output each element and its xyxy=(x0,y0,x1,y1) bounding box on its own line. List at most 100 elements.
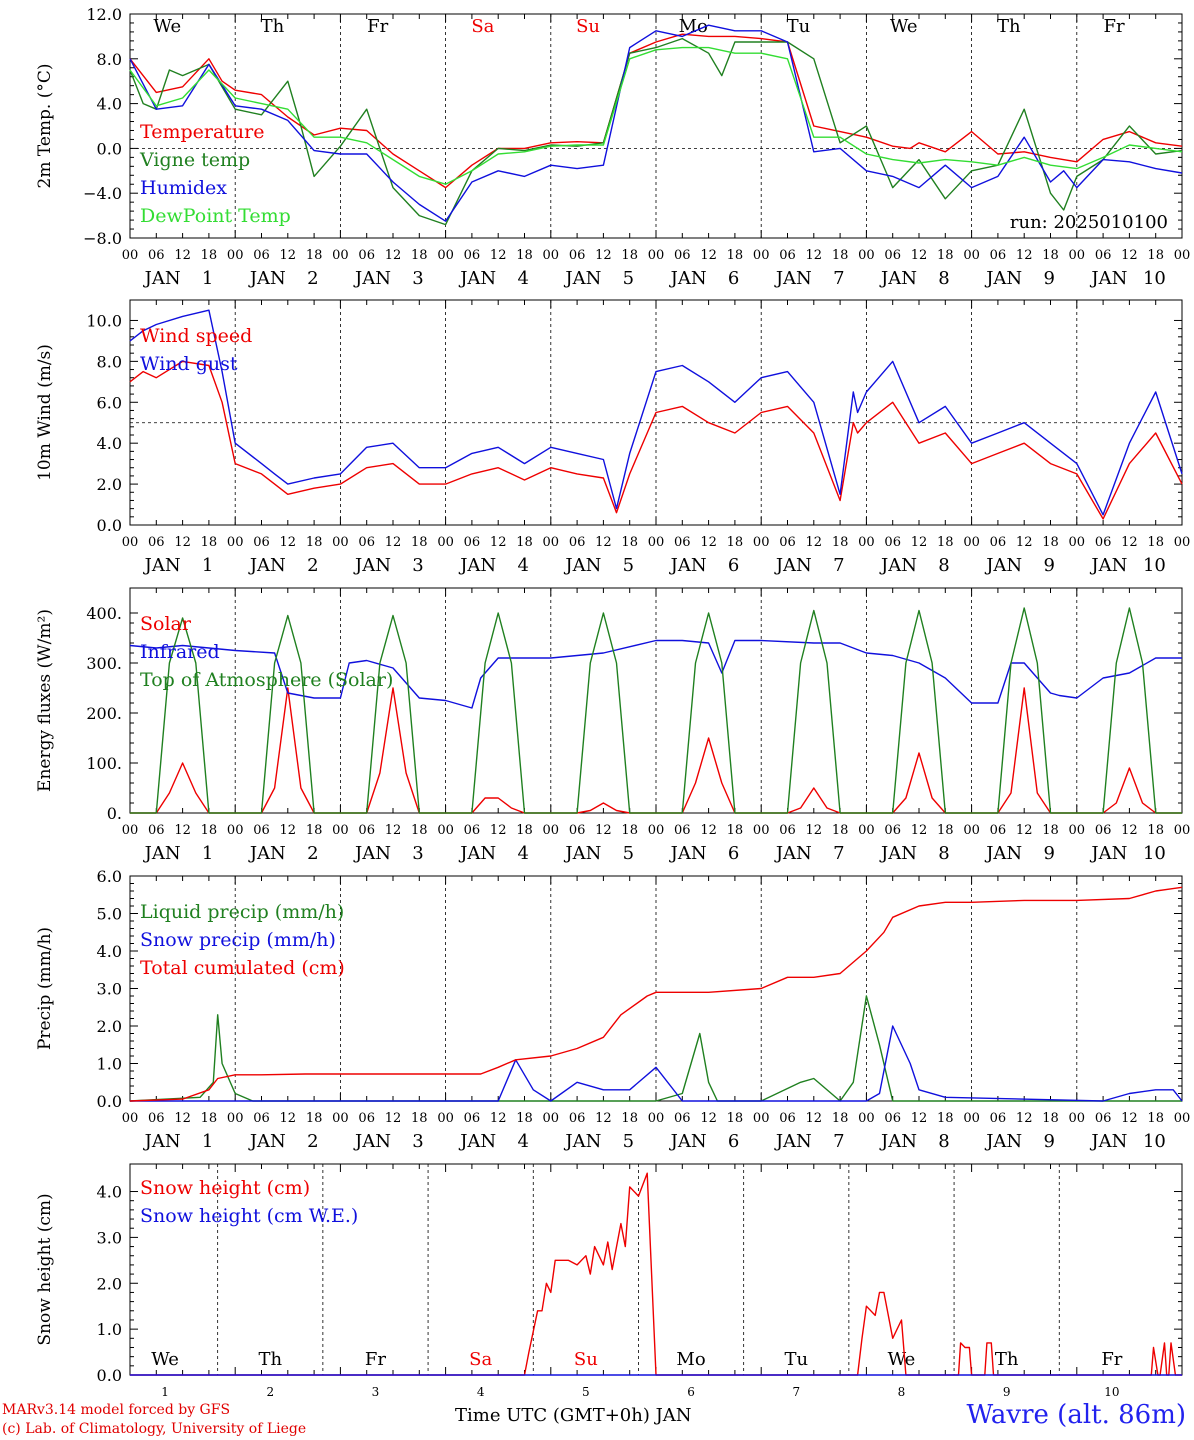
x-hour-label: 12 xyxy=(174,535,191,550)
weekday-label: Su xyxy=(574,1349,598,1370)
y-tick-label: 2.0 xyxy=(97,1274,122,1293)
y-tick-label: 200. xyxy=(86,704,122,723)
x-hour-label: 06 xyxy=(253,248,270,263)
y-tick-label: 6.0 xyxy=(97,867,122,886)
x-hour-label: 12 xyxy=(806,535,823,550)
x-hour-label: 00 xyxy=(1069,535,1086,550)
x-date-label: 9 xyxy=(1043,268,1054,289)
x-hour-label: 18 xyxy=(621,535,638,550)
x-hour-label: 00 xyxy=(858,1111,875,1126)
x-hour-label: 00 xyxy=(437,823,454,838)
weekday-label: Fr xyxy=(1101,1349,1122,1370)
x-date-label: 5 xyxy=(623,555,634,576)
x-hour-label: 06 xyxy=(779,248,796,263)
legend-entry: Liquid precip (mm/h) xyxy=(140,901,344,923)
series-line-wind-1 xyxy=(129,309,1183,516)
y-tick-label: 5.0 xyxy=(97,905,122,924)
x-month-label: JAN xyxy=(774,268,812,289)
x-date-label: 10 xyxy=(1143,1131,1166,1152)
x-hour-label: 00 xyxy=(753,535,770,550)
x-month-label: JAN xyxy=(458,1131,496,1152)
x-hour-label: 06 xyxy=(464,535,481,550)
x-month-label: JAN xyxy=(563,268,601,289)
x-hour-label: 12 xyxy=(280,535,297,550)
x-hour-label: 12 xyxy=(806,1111,823,1126)
plot-frame xyxy=(129,587,1183,814)
x-hour-label: 18 xyxy=(1147,535,1164,550)
x-hour-label: 06 xyxy=(464,823,481,838)
x-hour-label: 06 xyxy=(884,248,901,263)
x-hour-label: 06 xyxy=(148,248,165,263)
series-line-wind-0 xyxy=(129,360,1183,520)
x-hour-label: 12 xyxy=(385,248,402,263)
x-hour-label: 06 xyxy=(464,248,481,263)
x-date-label: 6 xyxy=(728,843,739,864)
y-axis-label: Precip (mm/h) xyxy=(35,927,55,1050)
x-hour-label: 00 xyxy=(437,535,454,550)
x-hour-label: 06 xyxy=(1095,535,1112,550)
x-hour-label: 12 xyxy=(174,248,191,263)
x-hour-label: 00 xyxy=(858,248,875,263)
x-hour-label: 12 xyxy=(595,248,612,263)
x-date-label: 6 xyxy=(728,555,739,576)
y-tick-label: 8.0 xyxy=(97,352,122,371)
weekday-label: Sa xyxy=(471,16,494,37)
x-date-label: 3 xyxy=(412,555,423,576)
x-hour-label: 18 xyxy=(411,248,428,263)
y-tick-label: −8.0 xyxy=(83,229,122,248)
x-month-label: JAN xyxy=(143,555,181,576)
x-date-label: 5 xyxy=(582,1385,590,1399)
x-month-label: JAN xyxy=(669,268,707,289)
x-hour-label: 06 xyxy=(990,823,1007,838)
x-hour-label: 12 xyxy=(700,535,717,550)
x-hour-label: 18 xyxy=(1042,1111,1059,1126)
weekday-label: We xyxy=(151,1349,179,1370)
x-hour-label: 00 xyxy=(437,1111,454,1126)
x-hour-label: 00 xyxy=(963,823,980,838)
x-date-label: 1 xyxy=(202,268,213,289)
x-date-label: 7 xyxy=(792,1385,800,1399)
x-month-label: JAN xyxy=(669,555,707,576)
x-month-label: JAN xyxy=(248,555,286,576)
panel-temp: −8.0−4.00.04.08.012.02m Temp. (°C)00 06 12… xyxy=(35,5,1190,289)
legend-entry: Top of Atmosphere (Solar) xyxy=(140,669,393,691)
y-axis-label: 2m Temp. (°C) xyxy=(35,63,55,188)
x-hour-label: 18 xyxy=(832,1111,849,1126)
y-tick-label: 400. xyxy=(86,604,122,623)
x-axis-title: Time UTC (GMT+0h) JAN xyxy=(455,1405,692,1426)
weekday-label: We xyxy=(153,16,181,37)
x-hour-label: 18 xyxy=(832,248,849,263)
x-hour-label: 06 xyxy=(990,535,1007,550)
x-hour-label: 00 xyxy=(543,823,560,838)
x-hour-label: 06 xyxy=(674,535,691,550)
x-hour-label: 06 xyxy=(884,1111,901,1126)
x-month-label: JAN xyxy=(563,555,601,576)
x-hour-label: 12 xyxy=(595,535,612,550)
x-hour-label: 18 xyxy=(832,535,849,550)
x-hour-label: 06 xyxy=(884,823,901,838)
x-hour-label: 12 xyxy=(174,1111,191,1126)
x-hour-label: 12 xyxy=(280,823,297,838)
y-tick-label: 12.0 xyxy=(86,5,122,24)
x-hour-label: 18 xyxy=(621,1111,638,1126)
x-hour-label: 18 xyxy=(937,535,954,550)
legend-entry: Vigne temp xyxy=(139,149,250,171)
station-name: Wavre (alt. 86m) xyxy=(966,1400,1186,1430)
x-hour-label: 06 xyxy=(464,1111,481,1126)
x-hour-label: 06 xyxy=(569,823,586,838)
x-hour-label: 12 xyxy=(1016,248,1033,263)
x-hour-label: 06 xyxy=(674,248,691,263)
x-hour-label: 06 xyxy=(358,823,375,838)
x-hour-label: 00 xyxy=(122,1111,139,1126)
x-hour-label: 12 xyxy=(806,248,823,263)
x-date-label: 4 xyxy=(517,843,528,864)
x-date-label: 3 xyxy=(412,268,423,289)
x-month-label: JAN xyxy=(879,843,917,864)
x-hour-label: 00 xyxy=(227,1111,244,1126)
weekday-label: Sa xyxy=(469,1349,492,1370)
x-hour-label: 12 xyxy=(280,248,297,263)
x-hour-label: 06 xyxy=(253,535,270,550)
x-hour-label: 12 xyxy=(1121,823,1138,838)
x-hour-label: 00 xyxy=(648,248,665,263)
x-month-label: JAN xyxy=(248,843,286,864)
